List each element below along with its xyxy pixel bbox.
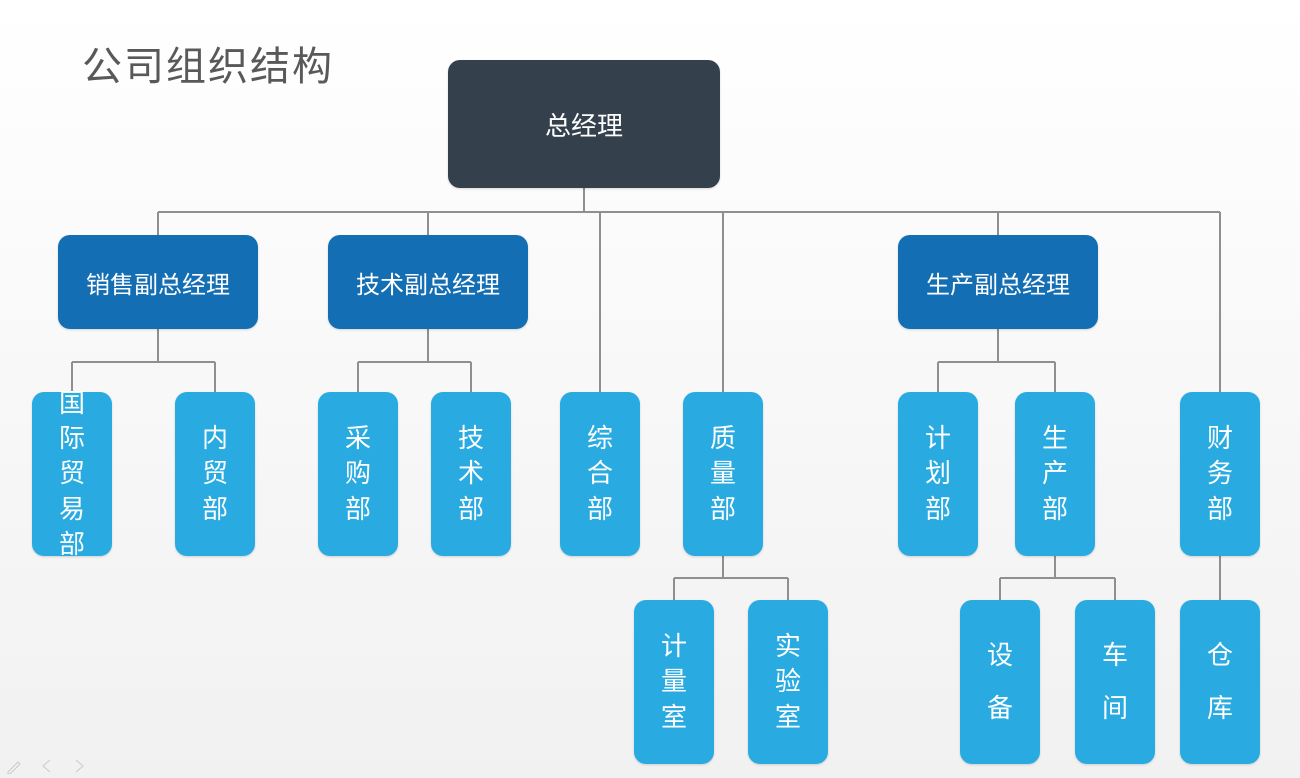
node-gen: 综合部: [560, 392, 640, 556]
next-icon: [72, 758, 86, 774]
node-sales: 销售副总经理: [58, 235, 258, 329]
node-shop: 车间: [1075, 600, 1155, 764]
node-intl: 国际贸易部: [32, 392, 112, 556]
node-equip: 设备: [960, 600, 1040, 764]
org-chart: 公司组织结构 总经理销售副总经理技术副总经理 生产副总经理国际贸易部内贸部采购部技…: [0, 0, 1300, 778]
node-prod: 生产副总经理: [898, 235, 1098, 329]
nav-icons: [6, 758, 86, 774]
prev-icon: [40, 758, 54, 774]
node-qual: 质量部: [683, 392, 763, 556]
node-meas: 计量室: [634, 600, 714, 764]
node-techd: 技术部: [431, 392, 511, 556]
node-tech: 技术副总经理: [328, 235, 528, 329]
node-lab: 实验室: [748, 600, 828, 764]
node-fin: 财务部: [1180, 392, 1260, 556]
node-dom: 内贸部: [175, 392, 255, 556]
node-plan: 计划部: [898, 392, 978, 556]
node-prodd: 生产部: [1015, 392, 1095, 556]
node-wh: 仓库: [1180, 600, 1260, 764]
pen-icon: [6, 758, 22, 774]
node-root: 总经理: [448, 60, 720, 188]
page-title: 公司组织结构: [82, 34, 334, 92]
node-purch: 采购部: [318, 392, 398, 556]
